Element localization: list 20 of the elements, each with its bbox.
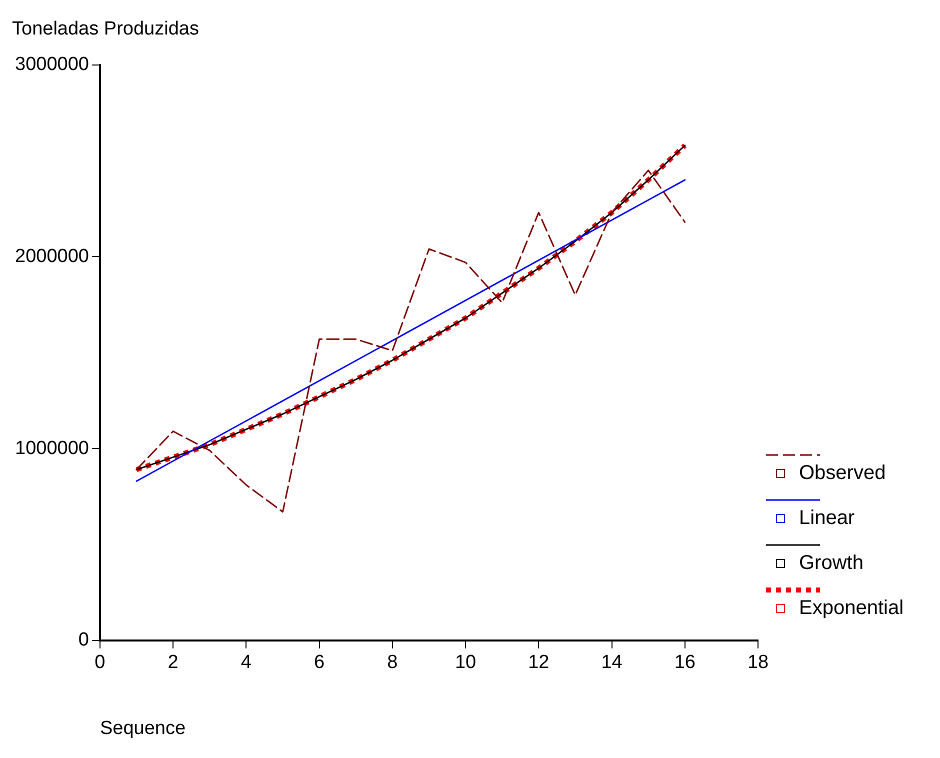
y-tick-label: 2000000: [15, 246, 89, 267]
x-tick-label: 0: [94, 652, 106, 674]
x-tick-label: 12: [528, 652, 550, 674]
x-tick-label: 10: [454, 652, 476, 674]
y-tick-label: 3000000: [15, 54, 89, 76]
legend-label: Growth: [799, 552, 864, 575]
chart-title: Toneladas Produzidas: [12, 18, 199, 40]
x-tick-label: 4: [240, 652, 252, 674]
x-tick-label: 18: [747, 652, 769, 674]
x-tick-label: 6: [314, 652, 325, 674]
legend-label: Linear: [799, 507, 855, 530]
x-tick-label: 16: [674, 652, 696, 674]
x-tick-label: 14: [601, 652, 623, 674]
legend-label: Observed: [799, 462, 886, 485]
x-tick-label: 8: [387, 652, 398, 674]
y-tick-label: 1000000: [15, 438, 89, 459]
x-axis-title: Sequence: [100, 718, 186, 739]
x-tick-label: 2: [168, 652, 178, 674]
y-tick-label: 0: [78, 630, 89, 651]
legend-label: Exponential: [799, 597, 904, 620]
